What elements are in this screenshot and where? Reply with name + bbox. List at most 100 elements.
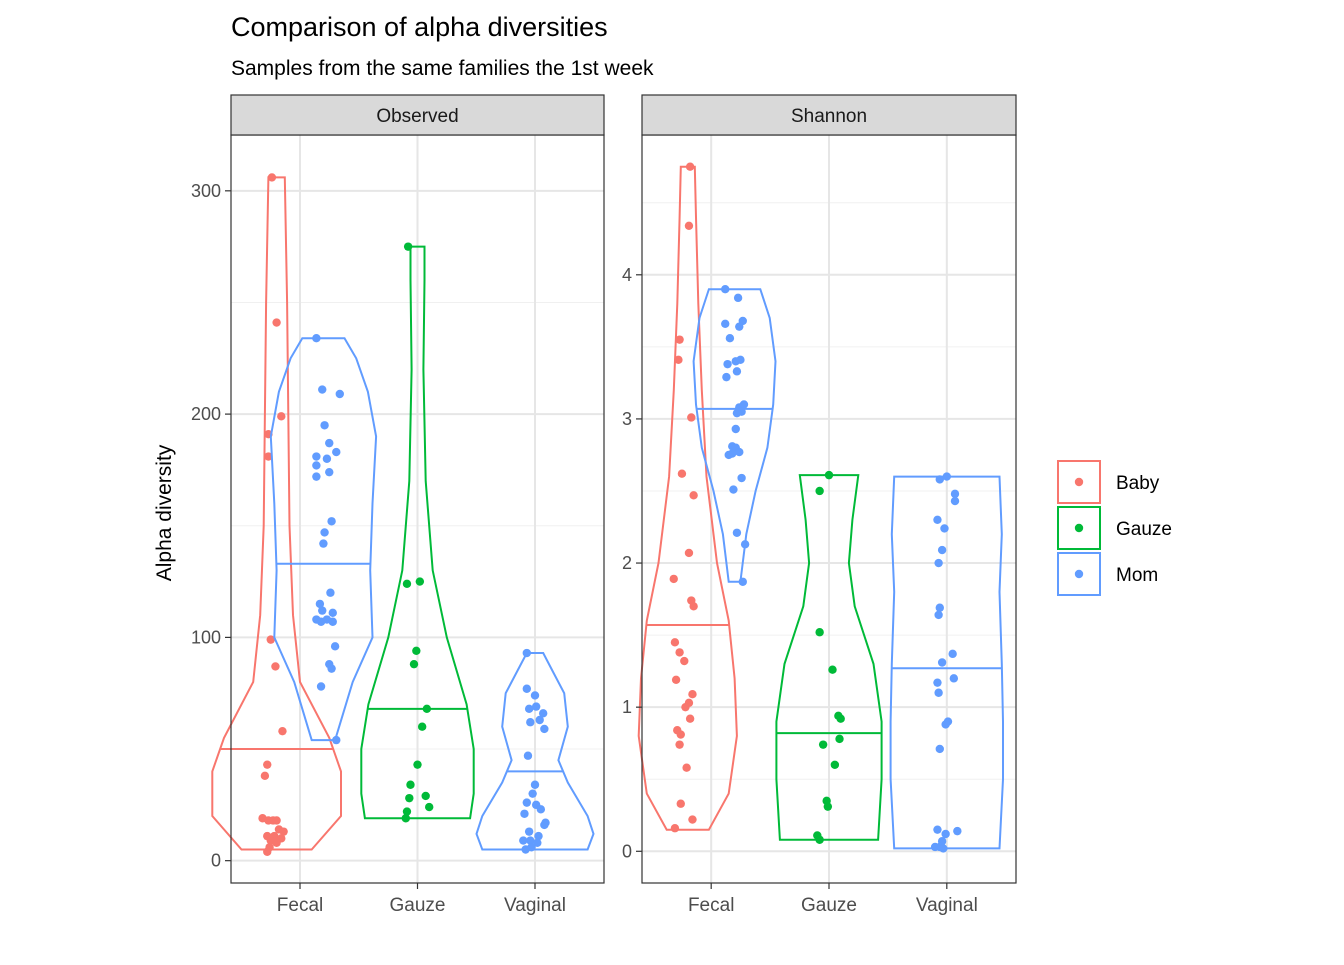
data-point bbox=[731, 357, 740, 366]
data-point bbox=[422, 704, 432, 714]
data-point bbox=[930, 842, 940, 852]
y-tick-label: 100 bbox=[191, 627, 221, 647]
data-point bbox=[731, 424, 740, 434]
data-point bbox=[263, 847, 272, 856]
data-point bbox=[823, 802, 833, 811]
data-point bbox=[530, 780, 540, 789]
data-point bbox=[684, 548, 694, 558]
data-point bbox=[327, 517, 336, 526]
data-point bbox=[941, 829, 950, 839]
data-point bbox=[402, 579, 412, 588]
y-tick-label: 4 bbox=[622, 265, 632, 285]
legend-label: Mom bbox=[1116, 565, 1158, 586]
x-tick-label: Fecal bbox=[688, 895, 734, 916]
data-point bbox=[725, 334, 735, 343]
legend-key-point bbox=[1074, 523, 1084, 533]
data-point bbox=[264, 452, 273, 461]
data-point bbox=[328, 617, 337, 626]
violin-mom-vaginal bbox=[889, 475, 1004, 850]
data-point bbox=[522, 798, 532, 807]
legend-key-point bbox=[1074, 569, 1084, 579]
data-point bbox=[933, 825, 942, 834]
data-point bbox=[318, 606, 327, 615]
data-point bbox=[533, 838, 542, 848]
data-point bbox=[520, 809, 529, 818]
data-point bbox=[524, 827, 534, 836]
chart-subtitle: Samples from the same families the 1st w… bbox=[231, 57, 654, 80]
data-point bbox=[272, 816, 281, 825]
strip-label: Shannon bbox=[791, 106, 867, 127]
data-point bbox=[272, 318, 281, 327]
data-point bbox=[535, 715, 544, 725]
data-point bbox=[674, 355, 683, 365]
data-point bbox=[676, 799, 685, 808]
data-point bbox=[830, 760, 840, 770]
data-point bbox=[526, 836, 535, 845]
data-point bbox=[950, 496, 960, 506]
data-point bbox=[721, 285, 730, 294]
data-point bbox=[417, 722, 427, 731]
data-point bbox=[689, 602, 698, 611]
strip-background bbox=[230, 94, 605, 136]
data-point bbox=[684, 221, 694, 230]
legend-item-baby: Baby bbox=[1057, 460, 1160, 504]
data-point bbox=[724, 450, 733, 460]
data-point bbox=[415, 577, 425, 586]
data-point bbox=[935, 603, 944, 612]
violin-gauze-gauze bbox=[775, 474, 883, 841]
data-point bbox=[950, 489, 960, 499]
data-point bbox=[681, 702, 690, 712]
data-point bbox=[688, 815, 697, 824]
data-point bbox=[405, 793, 414, 803]
y-tick-label: 0 bbox=[211, 851, 221, 871]
data-point bbox=[315, 599, 325, 609]
data-point bbox=[312, 461, 321, 470]
data-point bbox=[522, 684, 532, 693]
y-tick-label: 1 bbox=[622, 697, 632, 717]
data-point bbox=[738, 577, 747, 586]
data-point bbox=[402, 807, 412, 816]
data-point bbox=[319, 539, 328, 548]
legend-item-gauze: Gauze bbox=[1057, 506, 1172, 550]
data-point bbox=[263, 760, 272, 769]
data-point bbox=[540, 724, 549, 734]
y-tick-label: 300 bbox=[191, 181, 221, 201]
data-point bbox=[677, 469, 687, 478]
data-point bbox=[523, 751, 533, 760]
data-point bbox=[723, 359, 732, 369]
data-point bbox=[521, 845, 530, 854]
data-point bbox=[685, 162, 695, 171]
data-point bbox=[828, 665, 837, 674]
data-point bbox=[534, 831, 543, 841]
data-point bbox=[540, 820, 549, 830]
data-point bbox=[685, 714, 695, 723]
data-point bbox=[935, 744, 944, 754]
data-point bbox=[327, 664, 336, 673]
data-point bbox=[676, 730, 685, 739]
data-point bbox=[815, 835, 824, 844]
data-point bbox=[949, 674, 959, 683]
data-point bbox=[940, 524, 949, 533]
data-point bbox=[320, 528, 329, 537]
data-point bbox=[312, 472, 321, 481]
y-tick-label: 0 bbox=[622, 841, 632, 861]
strip-background bbox=[641, 94, 1017, 136]
data-point bbox=[682, 763, 691, 772]
legend-label: Baby bbox=[1116, 473, 1160, 494]
data-point bbox=[689, 491, 698, 500]
data-point bbox=[272, 838, 281, 848]
data-point bbox=[687, 413, 696, 422]
data-point bbox=[939, 844, 948, 853]
data-point bbox=[332, 735, 341, 745]
data-point bbox=[737, 473, 746, 483]
data-point bbox=[669, 574, 678, 584]
data-point bbox=[933, 515, 942, 525]
data-point bbox=[322, 454, 332, 463]
data-point bbox=[326, 588, 335, 597]
data-point bbox=[312, 333, 321, 343]
data-point bbox=[412, 646, 421, 655]
data-point bbox=[729, 485, 738, 494]
data-point bbox=[267, 173, 277, 182]
